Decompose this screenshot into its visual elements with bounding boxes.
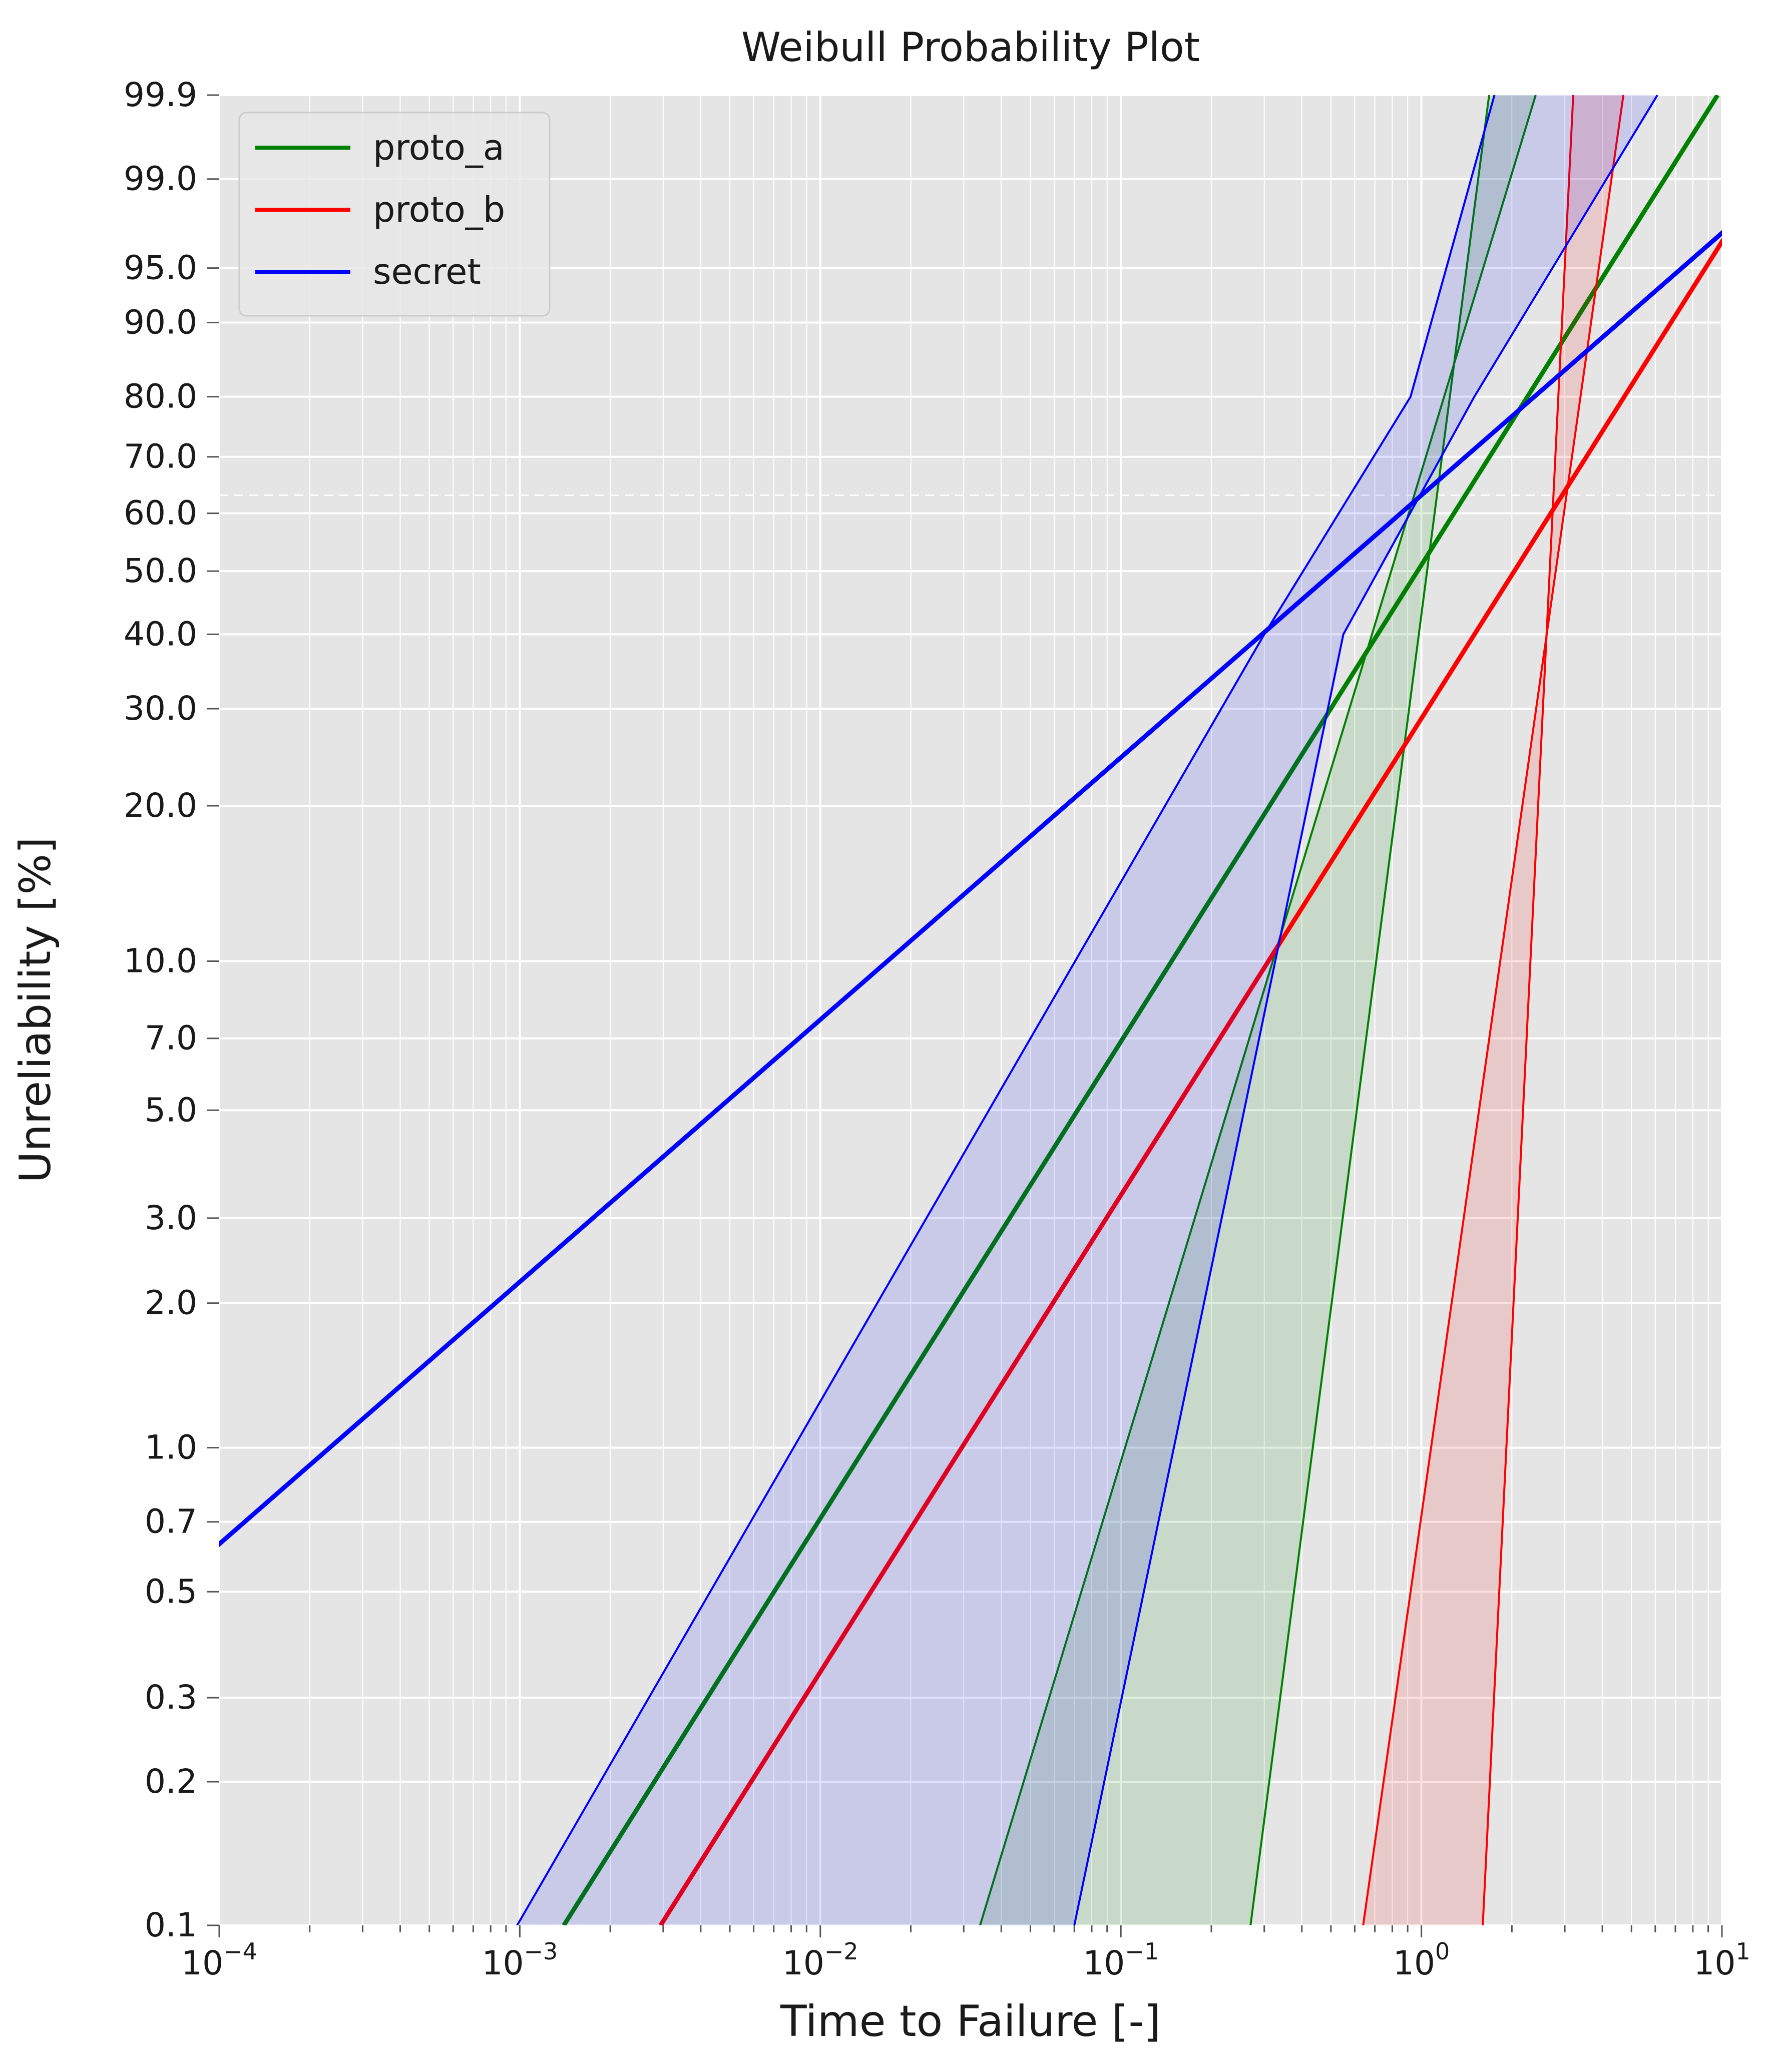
- y-tick-label: 0.7: [145, 1502, 197, 1541]
- fit-line-proto_a: [562, 95, 1720, 1925]
- band-upper-secret: [516, 95, 1496, 1925]
- y-tick-label: 3.0: [145, 1199, 197, 1237]
- x-tick-label: 10−3: [482, 1938, 558, 1982]
- y-tick-label: 5.0: [145, 1091, 197, 1129]
- y-tick-label: 60.0: [124, 494, 197, 533]
- x-tick-label: 10−4: [181, 1938, 257, 1982]
- band-lower-proto_a: [1249, 95, 1490, 1925]
- y-tick-label: 7.0: [145, 1019, 197, 1058]
- band-lower-secret: [1073, 95, 1658, 1925]
- y-tick-label: 0.1: [145, 1906, 197, 1944]
- y-tick-label: 95.0: [124, 249, 197, 287]
- band-lower-proto_b: [1482, 95, 1574, 1925]
- chart-title: Weibull Probability Plot: [741, 24, 1200, 71]
- fit-line-secret: [219, 230, 1722, 1547]
- y-axis: 0.1 0.2 0.3 0.5 0.7 1.0 2.0 3.0 5.0 7.0 10.0 20.0 30…: [124, 76, 219, 1944]
- y-tick-label: 0.3: [145, 1678, 197, 1717]
- x-tick-label: 10−2: [782, 1938, 858, 1982]
- y-tick-label: 50.0: [124, 552, 197, 590]
- x-axis-label: Time to Failure [-]: [780, 1996, 1161, 2046]
- legend-box: [238, 112, 551, 317]
- confidence-band-secret: [517, 95, 1658, 1925]
- legend-label-proto_a: proto_a: [373, 127, 505, 168]
- y-tick-label: 10.0: [124, 941, 197, 980]
- y-tick-label: 20.0: [124, 786, 197, 825]
- legend-label-proto_b: proto_b: [373, 189, 505, 230]
- fit-line-proto_b: [658, 237, 1722, 1925]
- y-tick-label: 99.9: [124, 76, 197, 114]
- y-tick-label: 40.0: [124, 615, 197, 653]
- y-tick-label: 30.0: [124, 689, 197, 728]
- y-tick-label: 2.0: [145, 1284, 197, 1322]
- y-tick-label: 1.0: [145, 1428, 197, 1467]
- x-axis: 10−4 10−3 10−2 10−1 100 101: [181, 1925, 1750, 1982]
- y-tick-label: 99.0: [124, 160, 197, 198]
- y-axis-label: Unreliability [%]: [11, 837, 61, 1183]
- minor-grid: [309, 95, 1709, 1925]
- y-tick-label: 0.5: [145, 1572, 197, 1611]
- x-tick-label: 101: [1693, 1938, 1750, 1982]
- x-tick-label: 100: [1393, 1938, 1450, 1982]
- series-layer: [219, 95, 1722, 1925]
- x-tick-label: 10−1: [1083, 1938, 1159, 1982]
- y-tick-label: 70.0: [124, 437, 197, 476]
- y-tick-label: 90.0: [124, 303, 197, 341]
- legend-label-secret: secret: [373, 251, 481, 292]
- band-upper-proto_a: [979, 95, 1537, 1925]
- y-tick-label: 0.2: [145, 1762, 197, 1801]
- y-tick-label: 80.0: [124, 377, 197, 416]
- band-upper-proto_b: [1362, 95, 1625, 1925]
